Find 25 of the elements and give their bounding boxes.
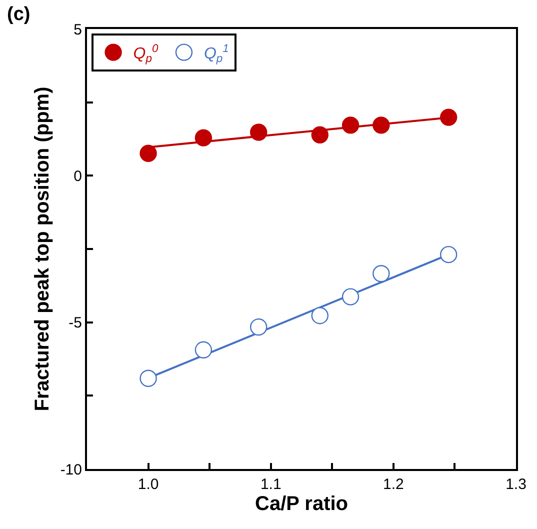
- point: [194, 341, 212, 359]
- x-tick-label: 1.2: [383, 476, 404, 493]
- x-tick-label: 1.1: [260, 476, 282, 493]
- point: [440, 108, 458, 126]
- point: [372, 116, 390, 134]
- point: [342, 288, 360, 306]
- text: (c): [7, 4, 30, 25]
- point: [250, 318, 268, 336]
- point: [250, 124, 268, 141]
- y-tick-label: 0: [74, 168, 82, 185]
- y-axis-title: Fractured peak top position (ppm): [31, 86, 54, 412]
- point: [440, 246, 458, 264]
- point: [140, 144, 157, 162]
- point: [311, 306, 328, 324]
- x-tick-label: 1.0: [138, 476, 159, 493]
- point: [140, 370, 157, 387]
- y-tick-label: -5: [68, 314, 82, 332]
- point: [194, 129, 212, 146]
- y-tick-label: -10: [60, 461, 82, 478]
- point: [372, 265, 390, 282]
- x-axis-title: Ca/P ratio: [255, 493, 348, 515]
- x-tick-label: 1.3: [506, 476, 526, 493]
- point: [342, 116, 360, 134]
- y-tick-label: 5: [74, 21, 82, 38]
- point: [311, 126, 328, 144]
